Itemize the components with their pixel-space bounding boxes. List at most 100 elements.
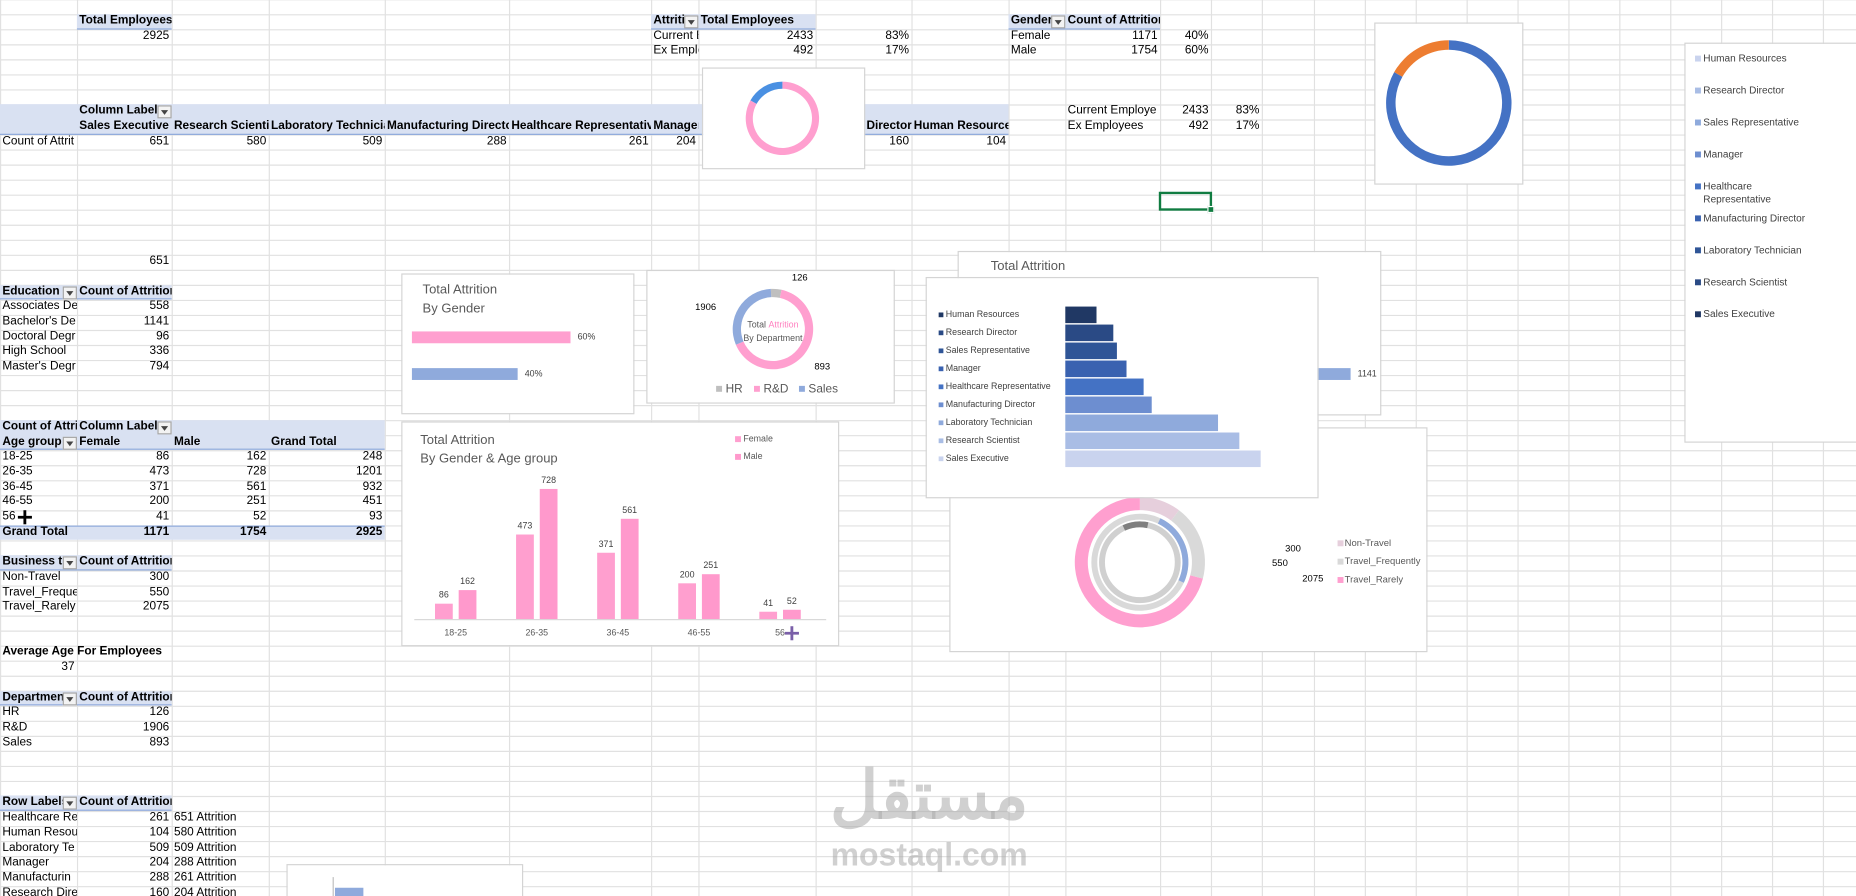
- cell: 492: [1188, 119, 1209, 133]
- header-cell: Count of Attrition: [79, 690, 172, 704]
- header-cell: Average Age For Employees: [2, 645, 163, 659]
- cell: 162: [246, 450, 267, 464]
- cell: 18-25: [2, 450, 33, 464]
- filter-icon: [66, 696, 74, 702]
- cell: 1171: [1132, 29, 1158, 43]
- legend-label: Manufacturing Director: [946, 399, 1036, 409]
- bar: [411, 331, 571, 344]
- legend-marker: [1695, 87, 1701, 94]
- data-label: 561: [622, 505, 637, 515]
- filter-arrow: [160, 110, 169, 116]
- legend-marker: [1695, 279, 1701, 286]
- cell: 200: [149, 495, 170, 509]
- legend-label: Male: [743, 451, 762, 461]
- cell: 651: [149, 254, 170, 268]
- cell: Current E: [653, 29, 698, 43]
- cell: 509: [362, 134, 383, 148]
- selected-cell[interactable]: [1158, 191, 1215, 214]
- legend-marker: [1337, 540, 1344, 547]
- cell: 451: [362, 495, 383, 509]
- donut-segment: [750, 81, 783, 104]
- cell: 46-55: [2, 495, 33, 509]
- bar: [411, 368, 518, 380]
- header-cell: Grand Total: [271, 435, 337, 449]
- bar: [597, 552, 615, 620]
- legend-marker: [1695, 55, 1701, 62]
- center-title: Total Attrition: [747, 320, 798, 330]
- legend-marker: [798, 385, 805, 392]
- cell: 52: [253, 510, 267, 524]
- cell: 86: [156, 450, 170, 464]
- legend-marker: [938, 456, 944, 462]
- header-cell: Attritic: [653, 14, 692, 28]
- filter-button[interactable]: [62, 691, 77, 705]
- cell: 1906: [142, 720, 170, 734]
- legend-label: Research Director: [946, 327, 1017, 337]
- donut-chart: [701, 67, 866, 170]
- total-band: [0, 525, 385, 541]
- cell: 41: [156, 510, 170, 524]
- watermark-arabic: مستقل: [829, 757, 1029, 833]
- legend-marker: [938, 348, 944, 354]
- bar-chart: Human Resources Research Director Sales Re…: [925, 276, 1319, 499]
- header-cell: Gender: [1010, 14, 1053, 28]
- cell: Associates De: [2, 299, 77, 313]
- cell: 261: [628, 134, 649, 148]
- filter-arrow: [66, 696, 74, 702]
- bar: [1065, 324, 1114, 342]
- header-band: [0, 795, 172, 811]
- donut-segment: [1139, 497, 1179, 521]
- data-label: 126: [792, 273, 808, 284]
- header-cell: Count of Attriti: [2, 420, 77, 434]
- filter-button[interactable]: [62, 797, 77, 811]
- cell: 2433: [1182, 104, 1209, 118]
- legend-marker: [938, 420, 944, 426]
- filter-button[interactable]: [157, 421, 172, 435]
- legend-label: Sales Representative: [1703, 115, 1799, 128]
- fill-handle: [1207, 205, 1215, 214]
- legend-marker: [938, 330, 944, 336]
- watermark-latin: mostaql.com: [830, 836, 1028, 873]
- header-cell: Count of Attrition: [79, 284, 172, 298]
- cursor-cross: [17, 510, 32, 525]
- header-cell: Director: [866, 119, 912, 133]
- legend-label: Sales Executive: [1703, 307, 1775, 320]
- cell: 56: [2, 510, 16, 524]
- filter-button[interactable]: [62, 285, 77, 299]
- legend-panel: Human Resources Research Director Sales Re…: [1684, 42, 1856, 443]
- bar: [1065, 396, 1152, 414]
- filter-icon: [160, 425, 169, 431]
- data-label: 40%: [525, 368, 543, 378]
- legend-marker: [1695, 247, 1701, 254]
- legend-label: Female: [743, 433, 773, 443]
- filter-button[interactable]: [62, 436, 77, 450]
- cell: 261 Attrition: [173, 871, 237, 885]
- legend-label: Manufacturing Director: [1703, 211, 1806, 224]
- cell: 26-35: [2, 465, 33, 479]
- filter-button[interactable]: [1051, 15, 1066, 29]
- filter-arrow: [66, 441, 74, 446]
- legend-marker: [735, 436, 741, 443]
- ring-decoration: [1157, 518, 1189, 583]
- cell: 248: [362, 450, 383, 464]
- cell: Doctoral Degr: [2, 329, 76, 343]
- cell: 261: [149, 810, 170, 824]
- cell: 83%: [1235, 104, 1260, 118]
- header-cell: Total Employees: [79, 14, 172, 28]
- filter-button[interactable]: [157, 105, 172, 119]
- filter-button[interactable]: [62, 556, 77, 570]
- legend-label: Manager: [946, 363, 981, 373]
- donut-segment: [770, 288, 782, 298]
- x-tick-label: 18-25: [444, 628, 467, 638]
- legend-marker: [938, 366, 944, 372]
- center-subtitle: By Department: [743, 333, 803, 343]
- header-cell: Laboratory Technician: [271, 119, 385, 133]
- legend-label: Travel_Rarely: [1345, 574, 1404, 585]
- cell: Count of Attrit: [2, 134, 75, 148]
- header-band: [0, 284, 172, 300]
- filter-button[interactable]: [684, 15, 699, 29]
- data-label: 52: [787, 596, 797, 606]
- legend-label: Travel_Frequently: [1345, 556, 1421, 567]
- legend-label: Healthcare Representative: [946, 381, 1051, 391]
